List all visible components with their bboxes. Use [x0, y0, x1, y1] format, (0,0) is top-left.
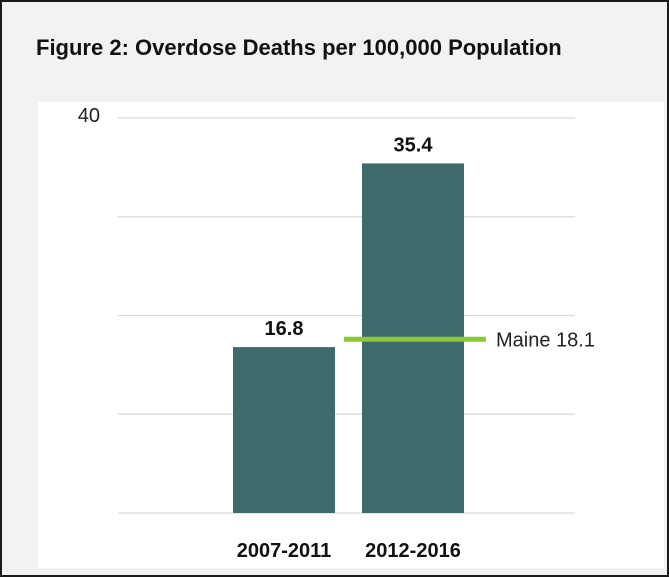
reference-line-label: Maine 18.1	[496, 329, 595, 351]
plot-background	[38, 102, 664, 568]
data-label-1: 35.4	[394, 134, 434, 156]
chart-title: Figure 2: Overdose Deaths per 100,000 Po…	[36, 35, 562, 60]
y-tick-label-0: 40	[78, 105, 100, 127]
data-label-0: 16.8	[265, 318, 304, 340]
category-label-0: 2007-2011	[237, 540, 332, 562]
bar-2007-2011	[233, 347, 335, 513]
category-label-1: 2012-2016	[365, 540, 461, 562]
